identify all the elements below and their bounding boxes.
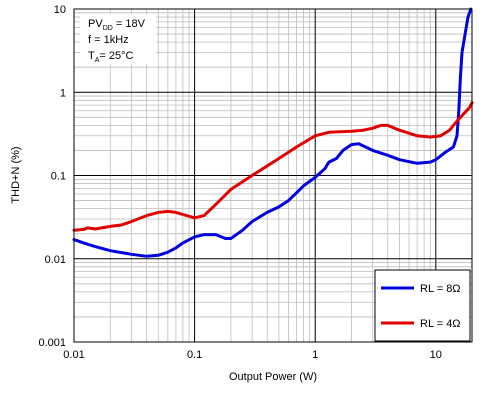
condition-pvdd: PVDD = 18V — [88, 18, 146, 32]
legend-label-rl-4-ohm: RL = 4Ω — [420, 318, 461, 330]
y-tick-label: 10 — [54, 4, 66, 16]
legend-label-rl-8-ohm: RL = 8Ω — [420, 283, 461, 295]
series-line-rl-8-ohm — [72, 7, 473, 258]
x-tick-labels: 0.01 0.1 1 10 — [63, 349, 442, 361]
legend: RL = 8Ω RL = 4Ω — [374, 269, 471, 342]
y-tick-label: 1 — [60, 87, 66, 99]
plot-frame — [73, 8, 473, 343]
y-tick-label: 0.01 — [45, 254, 66, 266]
x-tick-label: 10 — [430, 349, 442, 361]
conditions-box — [80, 14, 156, 64]
legend-box — [374, 269, 471, 342]
y-tick-label: 0.001 — [38, 337, 66, 349]
data-series — [72, 7, 474, 258]
x-axis-label: Output Power (W) — [229, 371, 317, 383]
y-tick-labels: 10 1 0.1 0.01 0.001 — [38, 4, 66, 349]
y-axis-label: THD+N (%) — [10, 146, 22, 203]
x-tick-label: 1 — [312, 349, 318, 361]
condition-frequency: f = 1kHz — [88, 34, 129, 46]
x-tick-label: 0.01 — [63, 349, 84, 361]
x-tick-label: 0.1 — [187, 349, 202, 361]
condition-temperature: TA= 25°C — [88, 50, 134, 64]
series-line-rl-4-ohm — [72, 101, 474, 232]
y-tick-label: 0.1 — [51, 171, 66, 183]
